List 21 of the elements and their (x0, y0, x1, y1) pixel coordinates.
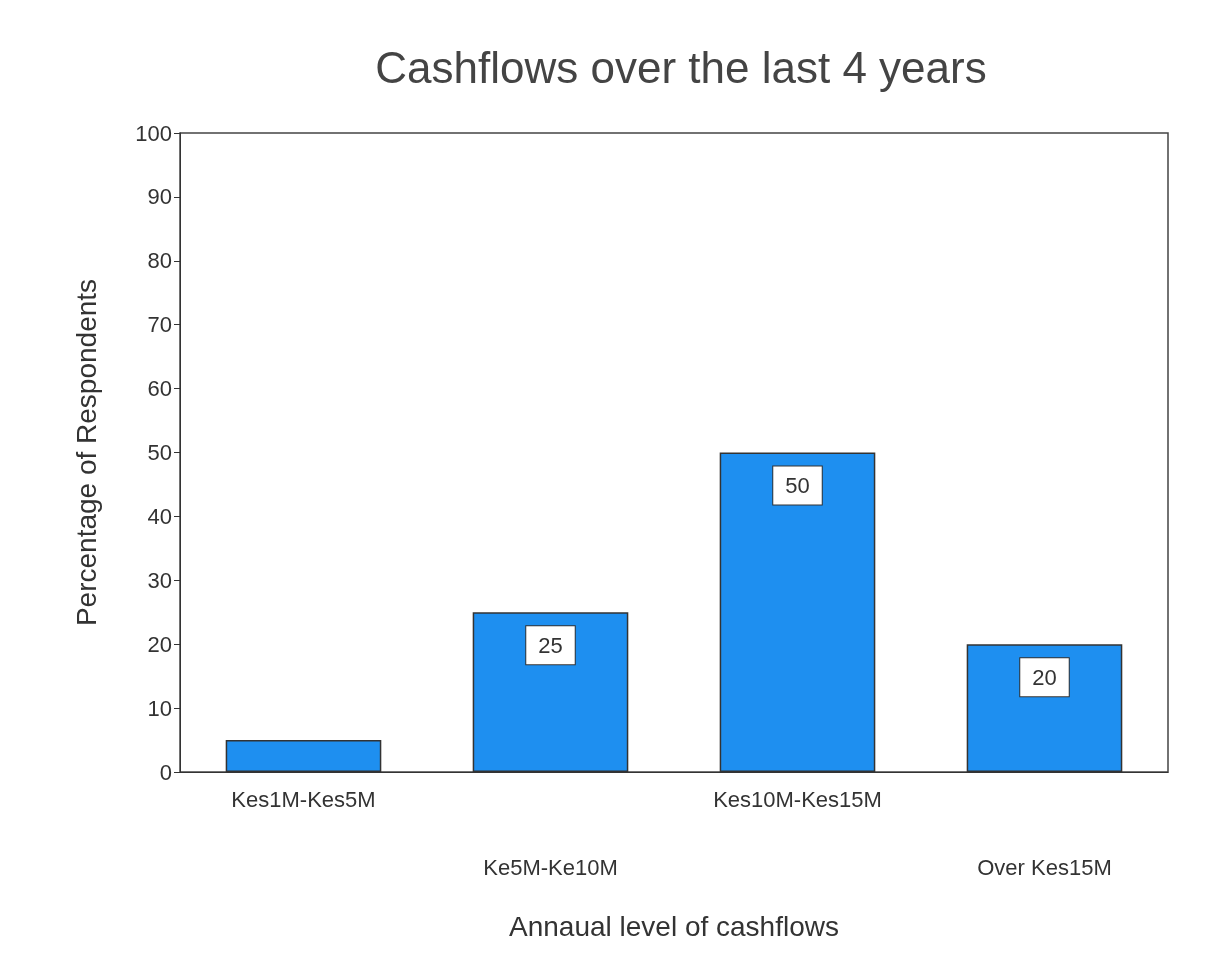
y-tick-label: 10 (147, 695, 172, 721)
y-axis-title: Percentage of Respondents (70, 278, 102, 627)
x-tick-label: Kes1M-Kes5M (231, 786, 376, 812)
x-tick-label: Over Kes15M (977, 854, 1112, 880)
y-tick-label: 0 (159, 759, 172, 785)
chart-title: Cashflows over the last 4 years (375, 42, 987, 92)
data-label: 20 (1032, 664, 1057, 690)
y-tick-label: 30 (147, 567, 172, 593)
x-tick-label: Ke5M-Ke10M (483, 854, 618, 880)
x-tick-label: Kes10M-Kes15M (713, 786, 882, 812)
y-tick-label: 90 (147, 184, 172, 210)
y-tick-label: 100 (135, 120, 172, 146)
y-tick-label: 60 (147, 376, 172, 402)
data-label: 50 (785, 473, 810, 498)
x-axis-title: Annaual level of cashflows (509, 910, 839, 942)
y-tick-label: 80 (147, 248, 172, 274)
y-tick-label: 70 (147, 312, 172, 338)
y-tick-label: 40 (147, 503, 172, 529)
data-label: 25 (538, 632, 563, 658)
y-tick-label: 50 (147, 440, 172, 465)
y-tick-label: 20 (147, 631, 172, 657)
